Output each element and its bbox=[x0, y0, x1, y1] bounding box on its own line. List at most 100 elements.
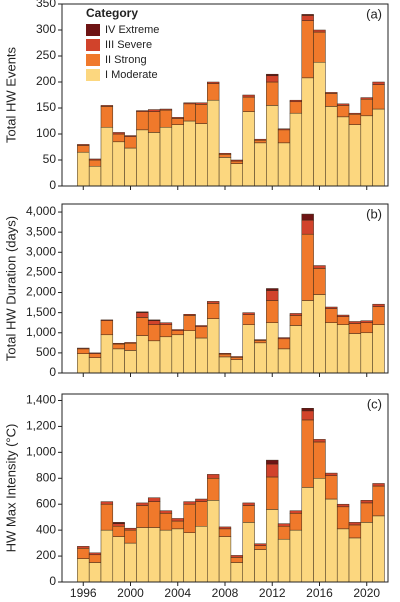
bar-segment bbox=[254, 339, 267, 341]
bar-segment bbox=[136, 111, 149, 131]
y-tick-label: 3,500 bbox=[26, 224, 56, 238]
panel: 0 200 400 600 800 1,000 1,200 1,400 1996 2000 2004… bbox=[3, 393, 389, 600]
bar-segment bbox=[360, 320, 373, 323]
bar-segment bbox=[313, 441, 326, 479]
bar-segment bbox=[218, 536, 232, 583]
bar-segment bbox=[112, 342, 125, 345]
bar-segment bbox=[313, 439, 326, 443]
bar-segment bbox=[183, 330, 196, 374]
bar-segment bbox=[100, 529, 114, 583]
bar-segment bbox=[289, 313, 303, 316]
y-tick-label: 1,500 bbox=[26, 305, 56, 319]
bar-segment bbox=[313, 265, 326, 269]
bar-segment bbox=[171, 329, 184, 331]
bar-segment bbox=[313, 294, 326, 374]
y-tick-label: 1,000 bbox=[26, 445, 56, 459]
bar-segment bbox=[372, 485, 385, 517]
bar-segment bbox=[313, 268, 326, 295]
bar-segment bbox=[254, 342, 267, 374]
bar-segment bbox=[325, 306, 338, 309]
bar-segment bbox=[254, 340, 267, 344]
bar-segment bbox=[266, 509, 279, 583]
y-axis-label: Total HW Events bbox=[3, 46, 18, 143]
bar-segment bbox=[277, 338, 291, 350]
bar-segment bbox=[242, 314, 255, 325]
y-tick-label: 400 bbox=[36, 522, 56, 536]
bar-segment bbox=[301, 487, 314, 583]
bar-segment bbox=[207, 478, 220, 501]
bar-segment bbox=[124, 350, 137, 374]
bar-segment bbox=[289, 101, 303, 114]
y-tick-label: 1,400 bbox=[26, 393, 56, 407]
bar-segment bbox=[218, 526, 232, 530]
bar-segment bbox=[124, 342, 137, 351]
bar-segment bbox=[218, 353, 232, 355]
x-tick-label: 2004 bbox=[164, 586, 191, 600]
bar-segment bbox=[230, 357, 243, 360]
bar-segment bbox=[372, 483, 385, 487]
y-tick-label: 200 bbox=[36, 548, 56, 562]
bar-segment bbox=[100, 319, 114, 321]
y-tick-label: 0 bbox=[49, 178, 56, 192]
bar-segment bbox=[195, 325, 208, 327]
bar-segment bbox=[136, 312, 149, 318]
bar-segment bbox=[325, 475, 338, 500]
bar-segment bbox=[100, 106, 114, 128]
bar-segment bbox=[183, 102, 196, 105]
bar-segment bbox=[348, 524, 362, 539]
bar-segment bbox=[207, 83, 220, 101]
bar-segment bbox=[336, 103, 350, 106]
bar-segment bbox=[325, 93, 338, 107]
bar-segment bbox=[348, 537, 362, 583]
bar-segment bbox=[289, 315, 303, 326]
y-tick-label: 0 bbox=[49, 365, 56, 379]
bar-segment bbox=[360, 97, 373, 100]
bar-segment bbox=[147, 111, 161, 133]
bar-segment bbox=[77, 548, 90, 559]
bar-segment bbox=[301, 77, 314, 187]
panel-label: (c) bbox=[367, 396, 382, 411]
bar-segment bbox=[100, 503, 114, 531]
bar-segment bbox=[230, 359, 243, 374]
legend-swatch bbox=[86, 39, 100, 51]
bar-segment bbox=[218, 356, 232, 374]
bar-segment bbox=[360, 322, 373, 334]
bar-segment bbox=[171, 520, 184, 530]
bar-segment bbox=[230, 562, 243, 583]
y-tick-label: 350 bbox=[36, 0, 56, 10]
bar-segment bbox=[266, 73, 279, 77]
bar-segment bbox=[242, 505, 255, 523]
bar-segment bbox=[313, 29, 326, 33]
bar-segment bbox=[100, 105, 114, 107]
bar-segment bbox=[348, 112, 362, 115]
bar-segment bbox=[112, 133, 125, 143]
y-tick-label: 600 bbox=[36, 496, 56, 510]
bar-segment bbox=[301, 419, 314, 488]
bar-segment bbox=[136, 317, 149, 336]
bar-segment bbox=[147, 324, 161, 342]
bar-segment bbox=[348, 321, 362, 324]
bar-segment bbox=[266, 476, 279, 510]
bar-segment bbox=[360, 522, 373, 583]
bar-segment bbox=[289, 325, 303, 374]
bar-segment bbox=[124, 529, 137, 544]
bar-segment bbox=[266, 288, 279, 291]
y-tick-label: 4,000 bbox=[26, 204, 56, 218]
bar-segment bbox=[159, 510, 173, 514]
bar-segment bbox=[183, 103, 196, 122]
bar-segment bbox=[313, 61, 326, 187]
bar-segment bbox=[277, 337, 291, 340]
bar-segment bbox=[266, 290, 279, 301]
bar-segment bbox=[171, 330, 184, 336]
bar-segment bbox=[88, 562, 102, 583]
bar-segment bbox=[230, 159, 243, 162]
bar-segment bbox=[159, 324, 173, 338]
bar-segment bbox=[254, 543, 267, 546]
bar-segment bbox=[112, 343, 125, 350]
bar-segment bbox=[100, 501, 114, 505]
bar-segment bbox=[124, 527, 137, 531]
legend-swatch bbox=[86, 69, 100, 81]
bar-segment bbox=[325, 322, 338, 374]
y-tick-label: 200 bbox=[36, 74, 56, 88]
y-tick-label: 800 bbox=[36, 470, 56, 484]
